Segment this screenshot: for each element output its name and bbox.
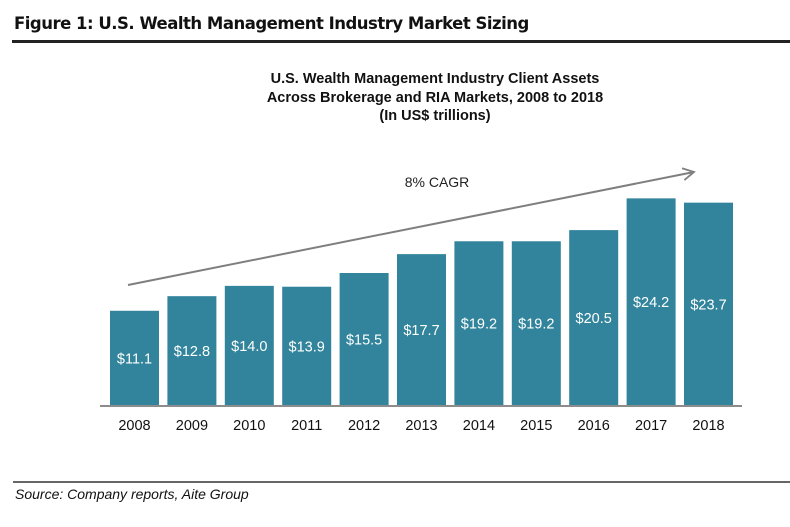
bar-2018 [684,202,733,406]
data-label: $19.2 [461,317,497,333]
bar-2010 [224,285,274,406]
data-label: $24.2 [633,295,669,311]
bar-2012 [339,273,389,406]
x-tick-label: 2008 [118,418,150,434]
bar-2009 [167,296,217,406]
data-label: $15.5 [346,333,382,349]
chart-title-line-3: (In US$ trillions) [379,108,491,124]
x-tick-label: 2011 [291,418,322,434]
bar-2014 [454,241,504,406]
data-label: $23.7 [690,297,726,313]
data-label: $11.1 [117,351,152,367]
x-tick-label: 2009 [176,418,208,434]
cagr-annotation: 8% CAGR [405,174,470,190]
x-tick-label: 2014 [463,418,495,434]
x-tick-label: 2013 [405,418,437,434]
bar-chart: $11.1 2008 $12.8 2009 $14.0 2010 $13.9 2011 $15.… [100,167,742,434]
figure-title: Figure 1: U.S. Wealth Management Industr… [14,14,529,33]
cagr-arrow [127,167,696,286]
x-tick-label: 2015 [520,418,552,434]
source-rule [13,481,790,483]
x-tick-label: 2012 [348,418,380,434]
title-rule [12,40,790,43]
x-tick-label: 2010 [233,418,265,434]
bar-2015 [511,241,561,406]
data-label: $17.7 [403,323,439,339]
data-label: $12.8 [174,344,210,360]
data-label: $13.9 [289,339,325,355]
bar-2011 [282,286,332,406]
x-tick-label: 2016 [578,418,610,434]
source-note: Source: Company reports, Aite Group [15,486,249,502]
bar-2016 [569,230,619,406]
data-label: $19.2 [518,317,554,333]
data-label: $20.5 [576,311,612,327]
x-tick-label: 2018 [692,418,724,434]
chart-title: U.S. Wealth Management Industry Client A… [230,70,640,126]
bar-2013 [397,254,446,406]
bar-2008 [110,310,159,406]
x-tick-label: 2017 [635,418,667,434]
bar-2017 [626,198,676,406]
chart-title-line-1: U.S. Wealth Management Industry Client A… [270,71,600,87]
data-label: $14.0 [231,339,267,355]
chart-title-line-2: Across Brokerage and RIA Markets, 2008 t… [266,89,604,106]
